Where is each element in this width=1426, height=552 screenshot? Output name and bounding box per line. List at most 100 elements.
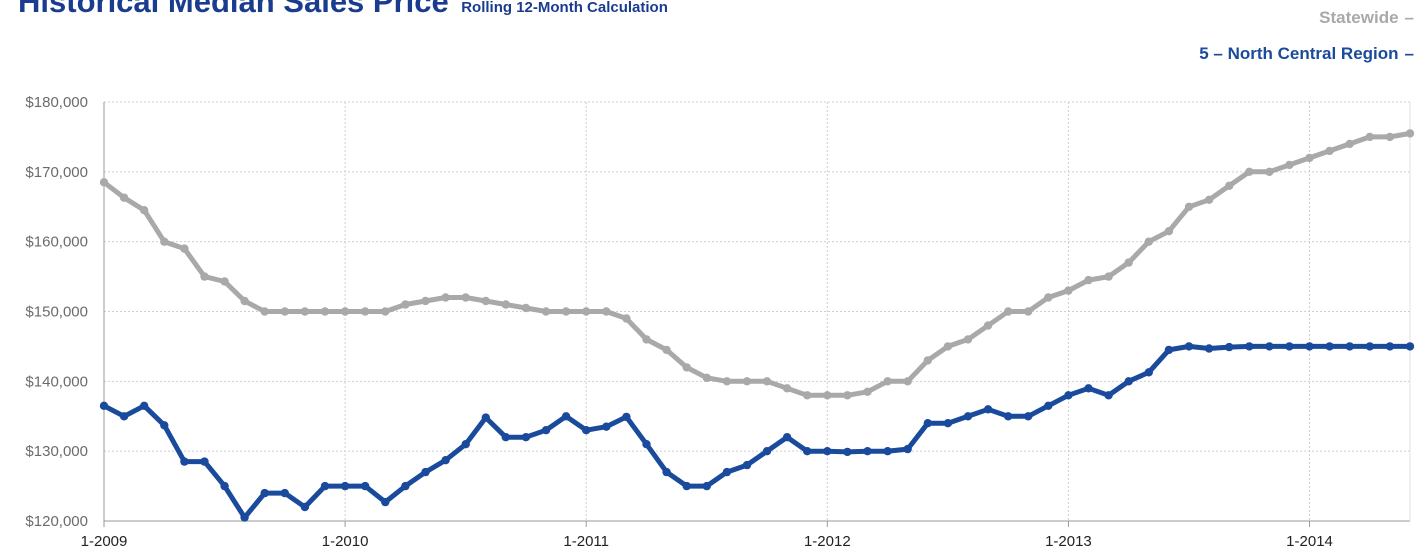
y-tick-label: $170,000 — [25, 164, 88, 181]
x-tick-label: 1-2013 — [1045, 533, 1092, 550]
data-point-north-central-region — [441, 456, 450, 465]
data-point-statewide — [803, 391, 812, 400]
data-point-north-central-region — [622, 412, 631, 422]
data-point-north-central-region — [481, 413, 490, 422]
data-point-statewide — [883, 377, 892, 386]
data-point-north-central-region — [843, 447, 852, 457]
y-tick-label: $180,000 — [25, 94, 88, 111]
data-point-statewide — [140, 206, 149, 215]
data-point-statewide — [421, 296, 430, 306]
data-point-statewide — [903, 377, 912, 386]
data-point-statewide — [240, 296, 249, 306]
data-point-north-central-region — [340, 481, 350, 491]
data-point-north-central-region — [903, 444, 912, 454]
data-point-statewide — [1023, 307, 1033, 316]
series-line-statewide — [101, 130, 1413, 398]
data-point-north-central-region — [421, 467, 430, 477]
data-point-statewide — [1365, 132, 1375, 142]
data-point-statewide — [622, 314, 631, 323]
data-point-north-central-region — [1124, 377, 1133, 386]
data-point-north-central-region — [1285, 342, 1294, 351]
x-tick-label: 1-2009 — [81, 533, 128, 550]
data-point-statewide — [943, 342, 953, 351]
legend-swatch: – — [1404, 44, 1414, 63]
data-point-statewide — [1325, 146, 1334, 156]
data-point-statewide — [260, 307, 269, 316]
chart-title: Historical Median Sales Price — [18, 0, 449, 19]
y-tick-label: $120,000 — [25, 513, 88, 530]
data-point-north-central-region — [803, 447, 812, 456]
data-point-north-central-region — [119, 412, 129, 421]
data-point-statewide — [1305, 153, 1314, 163]
data-point-north-central-region — [1305, 342, 1314, 351]
data-point-north-central-region — [682, 481, 691, 491]
tick-labels: $120,000 $130,000 $140,000 $150,000 $160,000… — [25, 94, 1332, 550]
data-point-statewide — [1405, 129, 1415, 138]
data-point-north-central-region — [582, 426, 591, 435]
data-point-statewide — [682, 363, 691, 372]
data-point-statewide — [280, 307, 289, 316]
data-point-statewide — [602, 307, 611, 316]
data-point-statewide — [481, 296, 490, 306]
legend-label: 5 – North Central Region — [1199, 44, 1399, 63]
data-point-north-central-region — [361, 481, 370, 491]
data-point-statewide — [541, 307, 551, 316]
data-point-statewide — [461, 293, 470, 302]
data-point-north-central-region — [381, 497, 390, 507]
data-point-statewide — [501, 300, 510, 309]
data-point-north-central-region — [180, 457, 189, 466]
data-point-statewide — [381, 307, 390, 316]
data-point-north-central-region — [521, 433, 531, 442]
data-point-north-central-region — [160, 421, 169, 430]
legend-label: Statewide — [1319, 8, 1399, 27]
data-point-statewide — [1225, 181, 1234, 190]
data-point-north-central-region — [401, 481, 410, 491]
data-point-statewide — [1265, 167, 1274, 176]
y-tick-label: $130,000 — [25, 443, 88, 460]
data-point-north-central-region — [501, 433, 510, 442]
data-point-north-central-region — [1064, 391, 1073, 400]
data-point-north-central-region — [782, 433, 792, 442]
data-point-north-central-region — [1405, 342, 1415, 351]
data-point-north-central-region — [662, 467, 671, 477]
data-point-statewide — [340, 307, 350, 316]
series-statewide — [99, 129, 1415, 400]
data-point-north-central-region — [702, 481, 711, 491]
data-point-north-central-region — [602, 422, 611, 431]
data-point-statewide — [762, 377, 772, 386]
data-point-north-central-region — [220, 481, 229, 491]
data-point-north-central-region — [1164, 345, 1174, 355]
data-point-statewide — [160, 237, 169, 246]
data-point-north-central-region — [461, 440, 470, 449]
data-point-statewide — [823, 391, 832, 400]
data-point-north-central-region — [99, 401, 109, 410]
legend-entry-north-central-region: 5 – North Central Region – — [1199, 44, 1414, 64]
data-point-statewide — [702, 373, 711, 382]
data-point-statewide — [742, 377, 752, 386]
y-tick-label: $160,000 — [25, 234, 88, 251]
y-tick-label: $150,000 — [25, 304, 88, 321]
data-point-north-central-region — [1265, 342, 1274, 351]
data-point-north-central-region — [1204, 344, 1214, 353]
data-point-north-central-region — [200, 457, 209, 466]
data-point-statewide — [1345, 139, 1354, 149]
data-point-north-central-region — [642, 440, 651, 449]
data-point-statewide — [843, 391, 852, 400]
data-point-statewide — [200, 272, 209, 281]
data-point-north-central-region — [943, 419, 953, 428]
data-point-statewide — [180, 244, 189, 253]
data-point-statewide — [320, 307, 330, 316]
data-point-north-central-region — [1365, 342, 1375, 351]
data-point-statewide — [99, 178, 109, 187]
legend-swatch: – — [1404, 8, 1414, 27]
data-point-statewide — [782, 384, 792, 393]
data-point-north-central-region — [1385, 342, 1395, 351]
data-point-statewide — [1084, 275, 1093, 285]
data-point-statewide — [983, 321, 993, 330]
chart-subtitle: Rolling 12-Month Calculation — [461, 0, 668, 16]
data-point-statewide — [561, 307, 571, 316]
data-point-north-central-region — [1023, 412, 1033, 421]
data-point-north-central-region — [240, 513, 249, 522]
data-point-north-central-region — [1004, 412, 1013, 421]
data-point-statewide — [662, 345, 671, 355]
